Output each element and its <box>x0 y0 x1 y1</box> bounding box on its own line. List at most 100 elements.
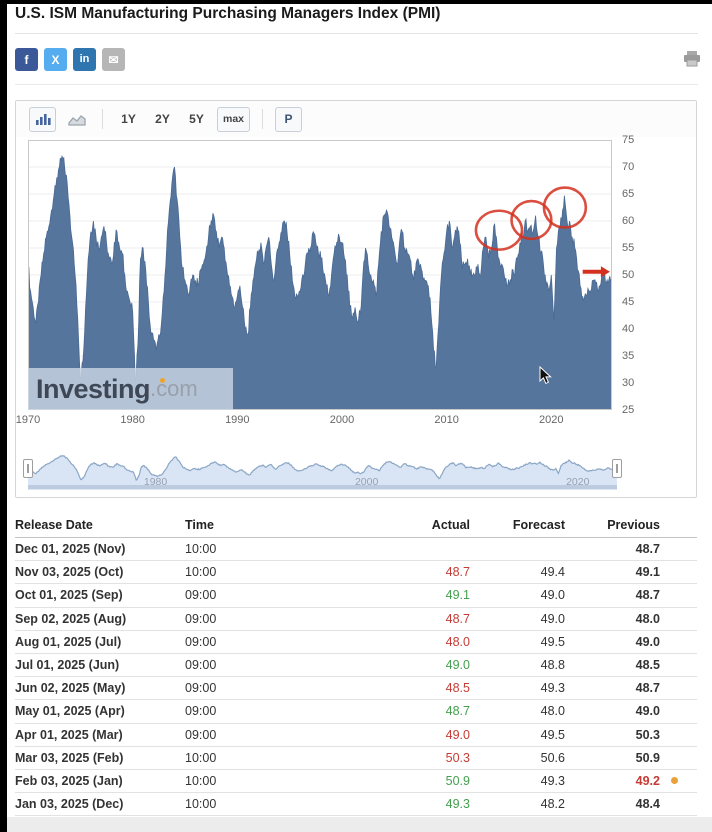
time-cell: 09:00 <box>185 588 217 603</box>
main-chart-plot-area[interactable] <box>28 140 612 410</box>
col-header-forecast: Forecast <box>512 517 565 532</box>
x-axis-label: 1970 <box>15 414 41 426</box>
print-button[interactable] <box>683 51 701 67</box>
navigator-left-handle[interactable] <box>23 459 33 478</box>
divider <box>15 33 698 34</box>
watermark-suffix: .com <box>150 376 198 401</box>
release-date-cell: Nov 03, 2025 (Oct) <box>15 565 124 580</box>
col-header-time: Time <box>185 517 214 532</box>
chart-panel: 1Y 2Y 5Y max P 75 70 65 60 55 50 45 40 35 30 25 19… <box>15 100 697 498</box>
previous-cell: 50.3 <box>635 727 660 742</box>
table-row: Jan 03, 2025 (Dec) 10:00 49.3 48.2 48.4 <box>15 793 697 817</box>
time-cell: 10:00 <box>185 565 217 580</box>
linkedin-share-button[interactable]: in <box>73 48 96 71</box>
actual-cell: 49.0 <box>445 727 470 742</box>
navigator-year-label: 2000 <box>354 476 379 488</box>
y-axis-label: 70 <box>622 161 635 173</box>
forecast-cell: 49.3 <box>540 681 565 696</box>
actual-cell: 48.7 <box>445 704 470 719</box>
release-date-cell: Dec 01, 2025 (Nov) <box>15 542 126 557</box>
actual-cell: 48.7 <box>445 611 470 626</box>
actual-cell: 48.7 <box>445 565 470 580</box>
time-cell: 09:00 <box>185 681 217 696</box>
linkedin-icon: in <box>79 53 90 65</box>
bar-chart-type-button[interactable] <box>29 106 56 132</box>
pmi-area-series <box>28 156 612 410</box>
y-axis-label: 50 <box>622 269 635 281</box>
watermark-orange-dot <box>160 377 165 383</box>
annotation-circle <box>474 209 524 251</box>
previous-cell: 48.7 <box>635 588 660 603</box>
facebook-share-button[interactable]: f <box>15 48 38 71</box>
toolbar-separator <box>262 109 264 129</box>
range-button-5y[interactable]: 5Y <box>189 112 204 126</box>
table-row: May 01, 2025 (Apr) 09:00 48.7 48.0 49.0 <box>15 700 697 724</box>
table-row: Jul 01, 2025 (Jun) 09:00 49.0 48.8 48.5 <box>15 654 697 678</box>
actual-cell: 50.3 <box>445 750 470 765</box>
area-chart-type-button[interactable] <box>63 107 90 132</box>
mouse-cursor <box>539 365 552 390</box>
annotation-circle <box>542 186 588 229</box>
table-row: Oct 01, 2025 (Sep) 09:00 49.1 49.0 48.7 <box>15 584 697 608</box>
y-axis-label: 30 <box>622 377 635 389</box>
time-cell: 09:00 <box>185 634 217 649</box>
time-cell: 10:00 <box>185 797 217 812</box>
forecast-cell: 49.0 <box>540 588 565 603</box>
facebook-icon: f <box>24 52 29 67</box>
previous-cell: 49.0 <box>635 634 660 649</box>
table-row: Sep 02, 2025 (Aug) 09:00 48.7 49.0 48.0 <box>15 608 697 631</box>
table-row: Nov 03, 2025 (Oct) 10:00 48.7 49.4 49.1 <box>15 561 697 585</box>
navigator-year-label: 2020 <box>566 476 590 488</box>
table-row: Aug 01, 2025 (Jul) 09:00 48.0 49.5 49.0 <box>15 631 697 654</box>
release-date-cell: Feb 03, 2025 (Jan) <box>15 773 123 788</box>
pmi-area-chart <box>28 140 612 410</box>
actual-cell: 48.5 <box>445 681 470 696</box>
forecast-cell: 49.0 <box>540 611 565 626</box>
navigator-right-handle[interactable] <box>612 459 622 478</box>
navigator-mini-chart <box>27 455 617 490</box>
previous-cell: 48.7 <box>635 542 660 557</box>
x-axis-label: 2010 <box>434 414 459 426</box>
divider <box>15 84 698 85</box>
previous-cell: 50.9 <box>635 750 660 765</box>
chart-toolbar: 1Y 2Y 5Y max P <box>16 101 696 137</box>
actual-cell: 49.1 <box>445 588 470 603</box>
range-button-max[interactable]: max <box>217 106 251 132</box>
table-row: Dec 01, 2025 (Nov) 10:00 48.7 <box>15 538 697 562</box>
bar-chart-icon <box>35 114 51 125</box>
release-date-cell: Jan 03, 2025 (Dec) <box>15 797 124 812</box>
investing-watermark: Investing .com <box>28 368 233 410</box>
chart-settings-button[interactable]: P <box>275 106 303 132</box>
col-header-actual: Actual <box>431 517 470 532</box>
releases-table: Release Date Time Actual Forecast Previo… <box>15 512 697 817</box>
revised-dot-icon[interactable] <box>671 777 678 785</box>
table-row: Jun 02, 2025 (May) 09:00 48.5 49.3 48.7 <box>15 677 697 701</box>
printer-icon <box>684 51 700 67</box>
release-date-cell: Sep 02, 2025 (Aug) <box>15 611 127 626</box>
top-letterbox-bar <box>0 0 712 4</box>
release-date-cell: Jun 02, 2025 (May) <box>15 681 126 696</box>
range-button-2y[interactable]: 2Y <box>155 112 170 126</box>
actual-cell: 49.0 <box>445 658 470 673</box>
forecast-cell: 50.6 <box>540 750 565 765</box>
toolbar-separator <box>102 109 103 129</box>
y-axis-label: 40 <box>622 323 635 335</box>
previous-cell: 49.1 <box>635 565 660 580</box>
x-axis-label: 2020 <box>539 414 564 426</box>
email-icon: ✉ <box>108 52 119 67</box>
chart-navigator[interactable]: 1980 2000 2020 <box>23 450 622 490</box>
time-cell: 10:00 <box>185 542 217 557</box>
annotation-circle <box>510 199 553 241</box>
email-share-button[interactable]: ✉ <box>102 48 125 71</box>
x-twitter-share-button[interactable]: X <box>44 48 67 71</box>
time-cell: 09:00 <box>185 704 217 719</box>
table-row: Feb 03, 2025 (Jan) 10:00 50.9 49.3 49.2 <box>15 770 697 794</box>
previous-cell: 48.7 <box>635 681 660 696</box>
forecast-cell: 49.4 <box>540 565 565 580</box>
time-cell: 09:00 <box>185 727 217 742</box>
range-button-1y[interactable]: 1Y <box>121 112 136 126</box>
y-axis-label: 35 <box>622 350 635 362</box>
y-axis-label: 25 <box>622 404 635 416</box>
table-row: Mar 03, 2025 (Feb) 10:00 50.3 50.6 50.9 <box>15 747 697 770</box>
